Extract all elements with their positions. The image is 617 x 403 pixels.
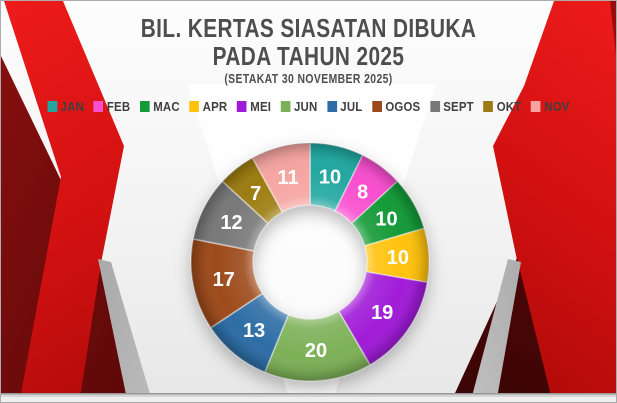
legend-item-ogos: OGOS bbox=[372, 99, 420, 114]
chart-subtitle: (SETAKAT 30 NOVEMBER 2025) bbox=[224, 71, 393, 86]
chart-title-line2: PADA TAHUN 2025 bbox=[212, 41, 405, 71]
chart-title-line1: BIL. KERTAS SIASATAN DIBUKA bbox=[140, 13, 477, 43]
legend-label-ogos: OGOS bbox=[385, 99, 421, 114]
legend-item-mac: MAC bbox=[139, 99, 180, 114]
bottom-edge-strip bbox=[1, 393, 616, 402]
legend-label-jan: JAN bbox=[60, 99, 85, 114]
legend-label-feb: FEB bbox=[106, 99, 131, 114]
legend-item-nov: NOV bbox=[531, 99, 570, 114]
legend-item-jan: JAN bbox=[47, 99, 84, 114]
slice-value-okt: 7 bbox=[250, 183, 261, 205]
slice-value-jun: 20 bbox=[305, 340, 327, 362]
slice-value-mac: 10 bbox=[375, 209, 397, 231]
legend-item-okt: OKT bbox=[483, 99, 522, 114]
slice-value-jul: 13 bbox=[243, 320, 265, 342]
slice-value-sept: 12 bbox=[220, 212, 242, 234]
slice-value-mei: 19 bbox=[371, 302, 393, 324]
legend-label-nov: NOV bbox=[544, 99, 570, 114]
legend-swatch-okt bbox=[483, 101, 494, 112]
legend-item-feb: FEB bbox=[93, 99, 131, 114]
legend-swatch-apr bbox=[189, 101, 200, 112]
legend-label-okt: OKT bbox=[496, 99, 522, 114]
legend-swatch-jan bbox=[47, 101, 58, 112]
legend-label-mei: MEI bbox=[250, 99, 272, 114]
legend-label-apr: APR bbox=[202, 99, 228, 114]
slice-value-jan: 10 bbox=[319, 166, 341, 188]
legend-item-apr: APR bbox=[189, 99, 227, 114]
legend-swatch-jun bbox=[280, 101, 291, 112]
legend-swatch-jul bbox=[327, 101, 337, 112]
slice-value-nov: 11 bbox=[277, 167, 298, 189]
legend-item-jun: JUN bbox=[280, 99, 318, 114]
legend-label-sept: SEPT bbox=[443, 99, 474, 114]
legend-swatch-feb bbox=[93, 101, 104, 112]
chart-title-block: BIL. KERTAS SIASATAN DIBUKA PADA TAHUN 2… bbox=[63, 14, 555, 87]
legend-item-jul: JUL bbox=[327, 99, 362, 114]
legend-swatch-mei bbox=[237, 101, 247, 112]
slice-value-feb: 8 bbox=[357, 182, 368, 204]
legend-label-jun: JUN bbox=[293, 99, 318, 114]
slice-value-ogos: 17 bbox=[213, 269, 235, 291]
legend-item-sept: SEPT bbox=[430, 99, 474, 114]
legend-swatch-mac bbox=[139, 101, 150, 112]
legend-swatch-nov bbox=[531, 101, 541, 112]
legend-label-jul: JUL bbox=[340, 99, 363, 114]
donut-chart-container: 10 8 10 10 19 20 13 17 12 7 11 bbox=[180, 131, 440, 393]
legend: JAN FEB MAC APR MEI JUN JUL OGOS SEPT OKT NOV bbox=[38, 99, 579, 114]
legend-swatch-sept bbox=[430, 101, 440, 112]
slice-value-apr: 10 bbox=[387, 247, 409, 269]
legend-label-mac: MAC bbox=[153, 99, 180, 114]
donut-chart: 10 8 10 10 19 20 13 17 12 7 11 bbox=[190, 142, 430, 382]
legend-swatch-ogos bbox=[372, 101, 382, 112]
legend-item-mei: MEI bbox=[237, 99, 271, 114]
